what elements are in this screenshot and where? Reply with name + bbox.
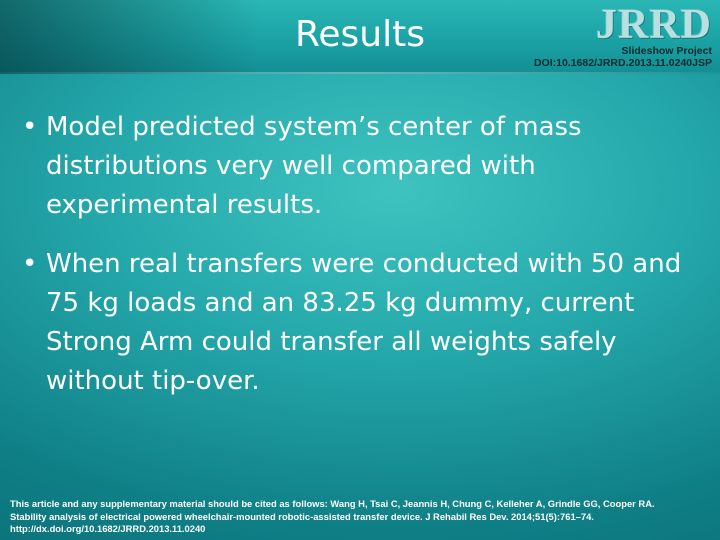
bullet-item: • Model predicted system’s center of mas… (20, 108, 700, 225)
citation-footer: This article and any supplementary mater… (10, 498, 710, 536)
bullet-text: When real transfers were conducted with … (46, 249, 682, 396)
slide-header: Results JRRD Slideshow Project DOI:10.16… (0, 0, 720, 74)
citation-line: This article and any supplementary mater… (10, 498, 655, 509)
project-info: Slideshow Project DOI:10.1682/JRRD.2013.… (534, 45, 712, 69)
slide-title: Results (295, 14, 425, 55)
jrrd-logo: JRRD (596, 2, 712, 48)
bullet-marker: • (22, 112, 38, 142)
bullet-list: • Model predicted system’s center of mas… (20, 108, 700, 421)
bullet-item: • When real transfers were conducted wit… (20, 245, 700, 401)
bullet-marker: • (22, 249, 38, 279)
header-divider (0, 72, 720, 74)
project-label: Slideshow Project (621, 45, 712, 57)
bullet-text: Model predicted system’s center of mass … (46, 112, 582, 220)
project-doi: DOI:10.1682/JRRD.2013.11.0240JSP (533, 57, 712, 69)
citation-line: Stability analysis of electrical powered… (10, 510, 594, 522)
citation-link[interactable]: http://dx.doi.org/10.1682/JRRD.2013.11.0… (10, 523, 206, 534)
header-shade (0, 0, 260, 74)
